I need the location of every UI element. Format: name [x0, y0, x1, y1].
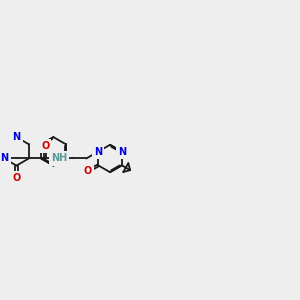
Text: N: N: [118, 147, 126, 157]
Text: O: O: [41, 141, 49, 152]
Text: N: N: [0, 154, 8, 164]
Text: N: N: [12, 132, 20, 142]
Text: O: O: [12, 173, 21, 183]
Text: N: N: [94, 147, 102, 157]
Text: NH: NH: [51, 154, 67, 164]
Text: O: O: [84, 167, 92, 176]
